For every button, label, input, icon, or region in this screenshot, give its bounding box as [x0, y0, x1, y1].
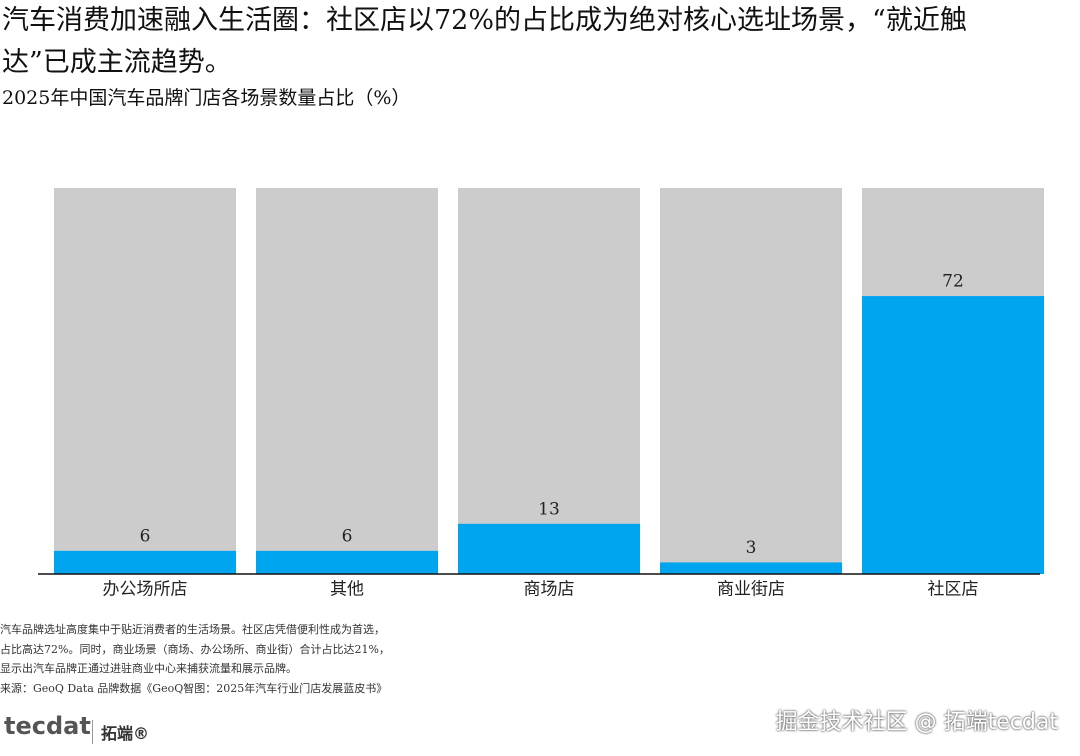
logo: tecdat [4, 712, 91, 740]
source: 来源：GeoQ Data 品牌数据《GeoQ智图：2025年汽车行业门店发展蓝皮… [0, 681, 388, 695]
bar-background [660, 188, 842, 574]
chart-title: 汽车消费加速融入生活圈：社区店以72%的占比成为绝对核心选址场景，“就近触达”已… [2, 5, 967, 78]
chart-subtitle: 2025年中国汽车品牌门店各场景数量占比（%） [2, 87, 411, 109]
brand: 拓端® [92, 720, 149, 744]
note-line: 显示出汽车品牌正通过进驻商业中心来捕获流量和展示品牌。 [0, 662, 297, 675]
bar [54, 550, 236, 574]
bar-background [458, 188, 640, 574]
note-line: 占比高达72%。同时，商业场景（商场、办公场所、商业街）合计占比达21%， [0, 642, 390, 656]
value-label: 6 [342, 526, 353, 546]
bar [256, 550, 438, 574]
x-tick-label: 社区店 [928, 580, 979, 600]
x-tick-label: 商场店 [524, 580, 575, 600]
value-label: 6 [140, 526, 151, 546]
value-label: 3 [746, 538, 757, 558]
bar-background [54, 188, 236, 574]
bar [458, 523, 640, 574]
bar [660, 562, 842, 574]
chart: 6 办公场所店 6 其他 13 商场店 3 商业街店 72 社区店 [38, 188, 1044, 600]
x-tick-label: 其他 [330, 580, 364, 600]
x-tick-label: 商业街店 [717, 580, 785, 600]
x-tick-label: 办公场所店 [103, 580, 188, 600]
bar-background [256, 188, 438, 574]
note-line: 汽车品牌选址高度集中于贴近消费者的生活场景。社区店凭借便利性成为首选， [0, 623, 385, 636]
watermark: 掘金技术社区 @ 拓端tecdat [775, 710, 1058, 735]
value-label: 72 [942, 272, 964, 292]
bar [862, 296, 1044, 574]
value-label: 13 [538, 499, 560, 519]
notes: 汽车品牌选址高度集中于贴近消费者的生活场景。社区店凭借便利性成为首选， 占比高达… [0, 620, 390, 698]
